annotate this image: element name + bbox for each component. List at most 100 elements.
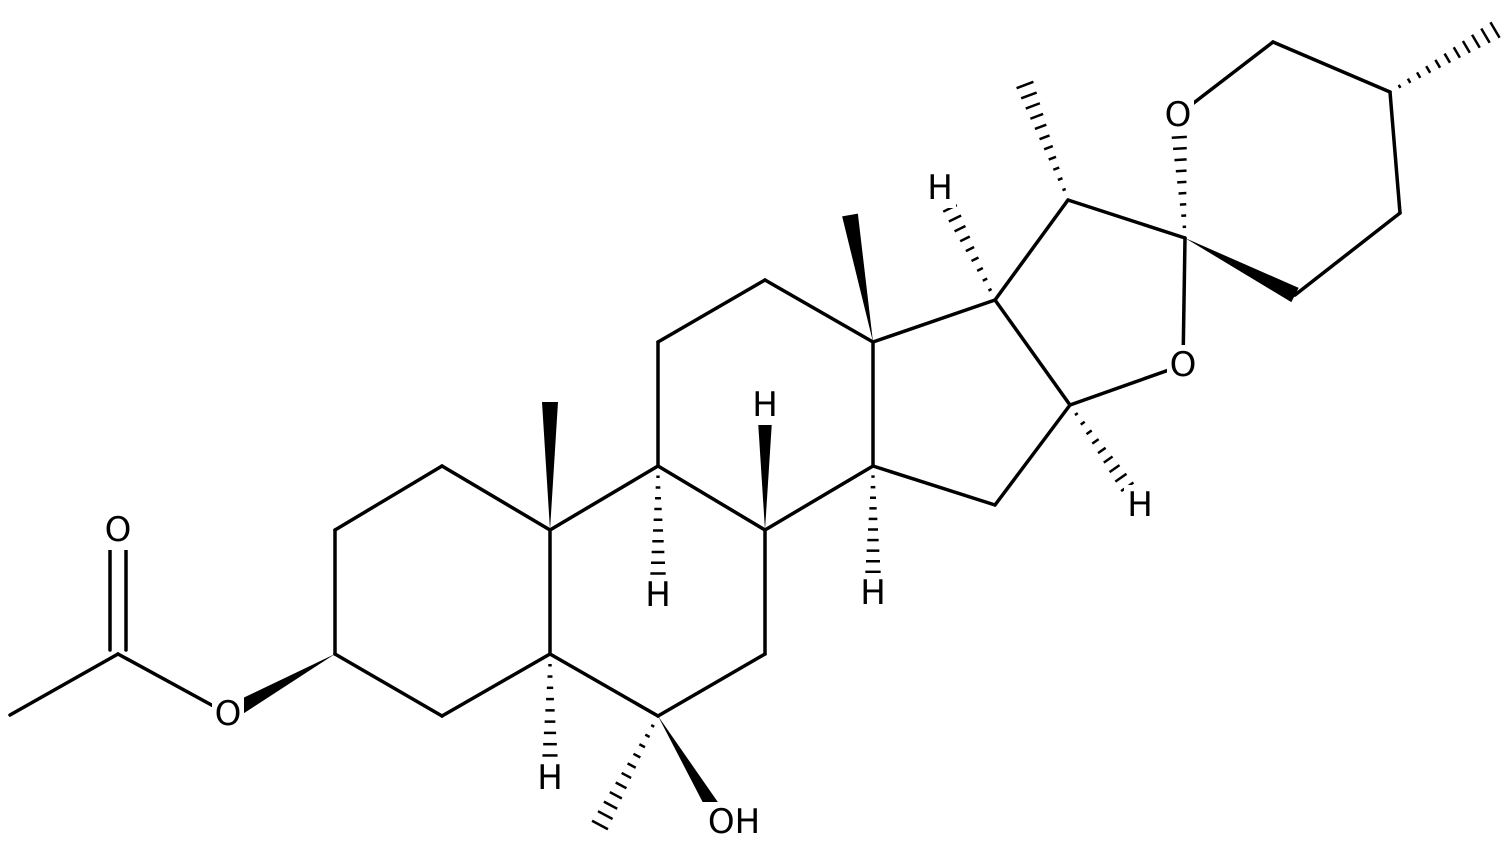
hash-line bbox=[1480, 27, 1491, 44]
label-bg bbox=[642, 575, 674, 615]
label-bg bbox=[857, 573, 889, 613]
hash-line bbox=[621, 771, 632, 780]
atom-label: OH bbox=[708, 802, 760, 842]
atom-label: H bbox=[927, 168, 953, 208]
hash-line bbox=[1173, 146, 1187, 151]
hash-line bbox=[626, 762, 637, 769]
bond bbox=[440, 464, 552, 532]
bond bbox=[440, 652, 552, 718]
hash-line bbox=[1171, 135, 1187, 140]
bond bbox=[333, 464, 444, 532]
hash-line bbox=[970, 256, 980, 263]
wedge-bond bbox=[542, 402, 558, 530]
hash-line bbox=[1048, 155, 1057, 161]
label-bg bbox=[534, 758, 566, 798]
bond bbox=[871, 298, 997, 344]
bond bbox=[871, 464, 997, 507]
label-bg bbox=[749, 385, 781, 425]
hash-line bbox=[1108, 464, 1121, 474]
bond bbox=[1066, 198, 1187, 240]
hash-line bbox=[976, 266, 984, 272]
wedge-bond bbox=[1185, 238, 1299, 303]
bond bbox=[763, 278, 875, 344]
bond bbox=[1068, 363, 1185, 407]
label-bg bbox=[102, 510, 134, 550]
bond bbox=[548, 464, 660, 532]
bond bbox=[8, 652, 120, 717]
hash-line bbox=[1461, 40, 1471, 54]
bond bbox=[656, 652, 767, 718]
bond bbox=[1271, 40, 1392, 94]
hash-line bbox=[959, 235, 971, 243]
label-bg bbox=[1124, 485, 1156, 525]
hash-line bbox=[603, 800, 618, 810]
hash-line bbox=[615, 781, 628, 790]
hash-line bbox=[638, 743, 646, 749]
label-bg bbox=[1162, 95, 1194, 135]
hash-line bbox=[1174, 158, 1187, 162]
hash-line bbox=[1097, 446, 1107, 455]
hash-line bbox=[1103, 455, 1114, 464]
label-bg bbox=[691, 802, 753, 842]
atom-label: H bbox=[752, 385, 778, 425]
bond bbox=[993, 298, 1072, 407]
hash-line bbox=[987, 287, 993, 292]
bond bbox=[1293, 211, 1402, 297]
bond bbox=[1388, 90, 1402, 215]
hash-line bbox=[1406, 77, 1412, 84]
atom-label: H bbox=[1127, 485, 1153, 525]
hash-line bbox=[1452, 46, 1461, 59]
wedge-bond bbox=[842, 213, 873, 342]
hash-line bbox=[1039, 134, 1051, 141]
hash-line bbox=[1085, 429, 1093, 436]
atom-label: H bbox=[860, 573, 886, 613]
wedge-bond bbox=[224, 654, 335, 721]
wedge-bond bbox=[757, 405, 773, 530]
hash-line bbox=[953, 224, 967, 233]
label-bg bbox=[924, 168, 956, 208]
hash-line bbox=[632, 752, 641, 759]
hash-line bbox=[1470, 34, 1481, 49]
hash-line bbox=[1079, 420, 1086, 426]
hash-line bbox=[1020, 91, 1038, 100]
bond bbox=[993, 403, 1072, 507]
hash-line bbox=[1062, 187, 1067, 192]
hash-line bbox=[1177, 180, 1187, 184]
atom-label: H bbox=[537, 758, 563, 798]
wedge-bond bbox=[658, 716, 729, 827]
hash-line bbox=[609, 790, 623, 800]
hash-line bbox=[1175, 169, 1187, 173]
hash-line bbox=[1025, 102, 1041, 110]
hash-line bbox=[1029, 112, 1044, 120]
hash-line bbox=[1016, 80, 1034, 90]
hash-line bbox=[965, 245, 975, 253]
bond bbox=[116, 652, 230, 716]
bond bbox=[333, 652, 444, 718]
hash-line bbox=[1434, 59, 1442, 69]
bonds bbox=[8, 21, 1501, 831]
atom-label: O bbox=[1165, 95, 1192, 135]
hash-line bbox=[1425, 65, 1432, 74]
label-bg bbox=[1167, 345, 1199, 385]
atom-label: O bbox=[105, 510, 132, 550]
hash-line bbox=[650, 723, 655, 728]
bond bbox=[548, 652, 660, 718]
hash-line bbox=[1415, 71, 1422, 79]
bond bbox=[656, 278, 767, 344]
hash-line bbox=[948, 214, 962, 223]
hash-line bbox=[1091, 438, 1100, 445]
hash-line bbox=[1114, 472, 1128, 483]
hash-line bbox=[982, 277, 988, 282]
hash-line bbox=[1052, 166, 1060, 171]
hash-line bbox=[1489, 21, 1501, 39]
hash-line bbox=[1043, 144, 1054, 151]
hash-line bbox=[1034, 123, 1047, 131]
bond bbox=[656, 464, 767, 532]
hash-line bbox=[591, 819, 609, 831]
bond bbox=[1181, 236, 1187, 367]
hash-line bbox=[1057, 177, 1063, 182]
hash-line bbox=[597, 810, 614, 821]
hash-line bbox=[644, 733, 651, 739]
atom-label: O bbox=[215, 694, 242, 734]
bond bbox=[763, 464, 875, 532]
